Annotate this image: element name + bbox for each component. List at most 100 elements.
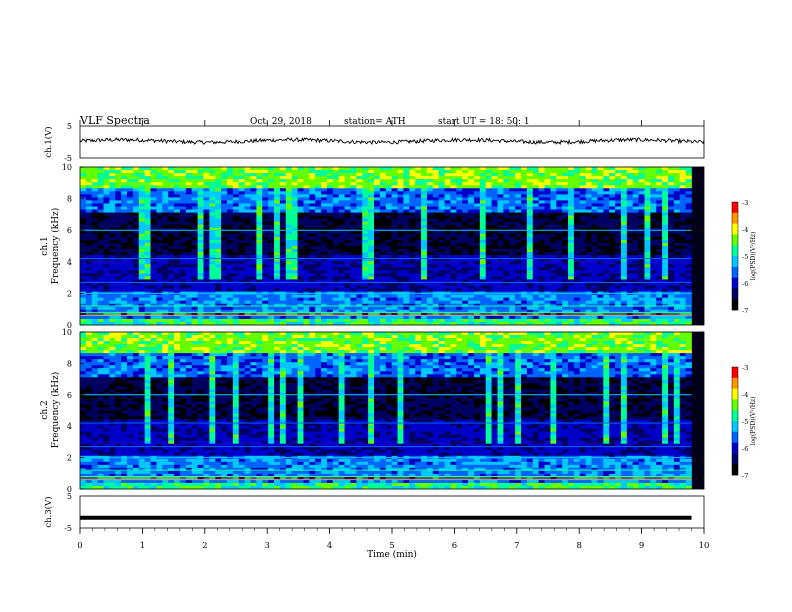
ch1-spec-cell — [485, 276, 492, 280]
ch1-spec-cell — [144, 182, 151, 186]
ch1-spec-cell — [103, 170, 110, 174]
ch1-spec-cell — [409, 306, 416, 311]
ch1-spec-cell — [368, 246, 375, 250]
ch1-spec-cell — [156, 252, 163, 256]
ch1-spec-cell — [350, 218, 357, 222]
ch1-spec-cell — [203, 221, 210, 226]
ch1-spec-cell — [497, 212, 504, 216]
ch1-spec-cell — [227, 297, 234, 301]
ch1-spec-cell — [626, 264, 634, 268]
ch1-spec-cell — [515, 194, 522, 198]
ch1-spec-cell — [503, 246, 510, 250]
ch1-spec-cell — [538, 246, 545, 250]
ch1-spec-cell — [515, 282, 522, 286]
ch1-spec-cell — [144, 224, 151, 229]
ch1-spec-cell — [526, 215, 534, 219]
ch1-spec-cell — [597, 230, 604, 235]
ch1-spec-cell — [391, 176, 398, 180]
ch1-spec-cell — [456, 185, 463, 189]
ch1-spec-cell — [138, 200, 145, 204]
ch1-spec-cell — [174, 318, 181, 323]
ch1-spec-cell — [315, 321, 322, 326]
ch1-spec-cell — [491, 203, 498, 207]
ch1-spec-cell — [203, 215, 210, 219]
ch1-spec-cell — [521, 176, 528, 180]
ch1-spec-cell — [456, 218, 463, 222]
ch1-spec-cell — [497, 270, 504, 274]
ch1-spec-cell — [285, 294, 292, 298]
ch1-spec-cell — [109, 285, 116, 289]
ch1-spec-cell — [462, 267, 469, 271]
ch1-spec-cell — [303, 179, 310, 183]
ch1-spec-cell — [497, 255, 504, 259]
ch1-spec-cell — [550, 191, 557, 195]
ch1-spec-cell — [368, 176, 375, 180]
ch1-spec-cell — [456, 285, 463, 289]
ch1-spec-cell — [138, 176, 145, 180]
ch1-spec-cell — [609, 255, 616, 259]
ch1-spec-cell — [632, 179, 639, 183]
ch1-spec-cell — [162, 249, 169, 253]
ch1-spec-cell — [538, 182, 545, 186]
ch1-spec-cell — [168, 246, 175, 250]
ch1-spec-cell — [321, 218, 328, 222]
ch1-spec-cell — [397, 261, 404, 265]
ch1-spec-cell — [115, 215, 122, 219]
ch1-spec-cell — [544, 212, 551, 216]
ch1-spec-cell — [374, 230, 381, 235]
ch1-spec-cell — [391, 170, 398, 174]
ch1-spec-cell — [591, 239, 598, 244]
ch1-spec-cell — [315, 224, 322, 229]
ch1-spec-cell — [391, 303, 398, 308]
ch1-spec-cell — [338, 224, 345, 229]
ch1-spec-cell — [291, 300, 298, 305]
ch1-spec-cell — [285, 242, 292, 247]
ch1-spec-cell — [456, 200, 463, 204]
ch1-spec-cell — [127, 285, 134, 289]
ch1-spec-cell — [468, 264, 475, 268]
ch1-spec-cell — [80, 306, 87, 311]
ch1-spec-cell — [326, 236, 334, 241]
ch1-spec-cell — [221, 176, 228, 180]
ch1-spec-cell — [291, 188, 298, 192]
ch1-spec-cell — [403, 194, 410, 198]
ch1-spec-cell — [503, 221, 510, 226]
ch1-spec-cell — [491, 255, 498, 259]
ch1-spec-cell — [562, 312, 569, 317]
ch1-spec-cell — [368, 264, 375, 268]
ch1-spec-cell — [603, 191, 610, 195]
ch1-spec-cell — [626, 236, 634, 241]
ch1-spec-cell — [444, 170, 451, 174]
ch1-spec-cell — [509, 200, 516, 204]
ch1-spec-cell — [168, 318, 175, 323]
ch1-spec-cell — [579, 233, 586, 238]
ch1-spec-cell — [421, 173, 428, 177]
ch1-spec-cell — [209, 236, 216, 241]
ch1-spec-cell — [309, 233, 316, 238]
ch1-spec-cell — [403, 218, 410, 222]
ch1-spec-cell — [244, 267, 251, 271]
ch1-spec-cell — [215, 297, 222, 301]
ch1-spec-cell — [379, 182, 387, 186]
ch1-spec-cell — [591, 267, 598, 271]
ch1-spec-cell — [479, 191, 487, 195]
ch1-spec-cell — [585, 279, 592, 283]
ch1-spec-cell — [468, 194, 475, 198]
ch1-spec-cell — [609, 206, 616, 210]
ch1-spec-cell — [332, 182, 340, 186]
ch1-spec-cell — [444, 206, 451, 210]
ch1-spec-cell — [326, 273, 334, 277]
ch1-spec-cell — [103, 188, 110, 192]
ch1-spec-cell — [309, 255, 316, 259]
ch1-spec-cell — [97, 255, 104, 259]
ch1-spec-cell — [585, 197, 592, 201]
ch1-spec-cell — [526, 315, 534, 320]
ch1-spec-cell — [238, 309, 245, 314]
ch1-spec-cell — [450, 170, 457, 174]
ch1-spec-cell — [268, 276, 275, 280]
ch1-spec-cell — [291, 227, 298, 232]
ch1-spec-cell — [603, 200, 610, 204]
ch1-spec-cell — [421, 218, 428, 222]
ch1-spec-cell — [321, 246, 328, 250]
ch1-spec-cell — [462, 209, 469, 213]
